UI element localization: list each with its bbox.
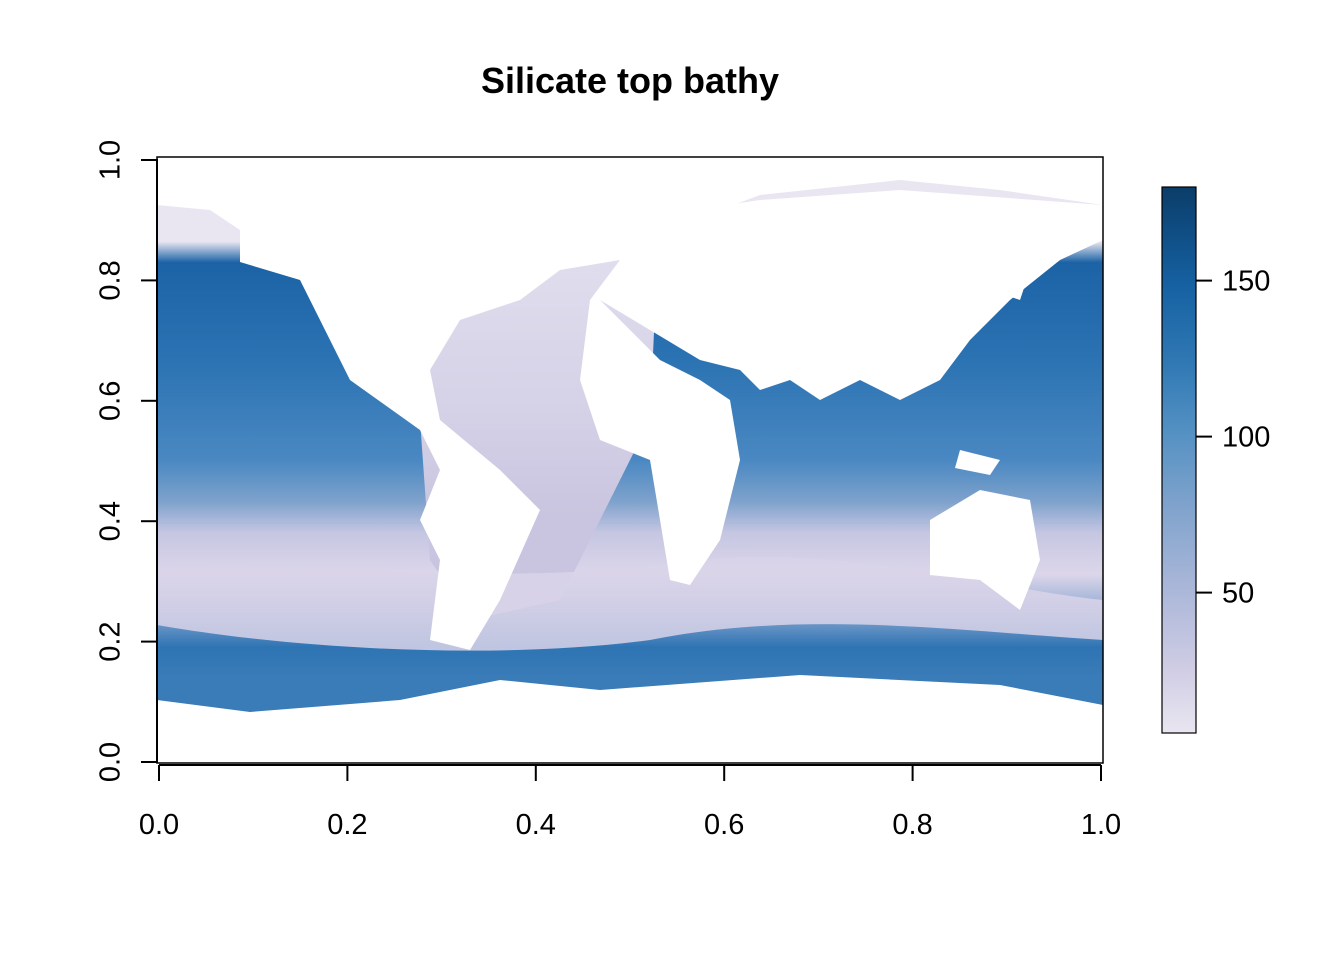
x-axis: 0.0 0.2 0.4 0.6 0.8 1.0 — [139, 764, 1121, 841]
colorbar-tick-label: 150 — [1222, 266, 1270, 298]
colorbar-tick-label: 100 — [1222, 422, 1270, 454]
chart-title: Silicate top bathy — [481, 60, 779, 101]
southern-band — [157, 556, 1103, 651]
y-tick-label: 1.0 — [95, 140, 127, 180]
y-tick-label: 0.0 — [95, 742, 127, 782]
heatmap-raster — [157, 157, 1103, 763]
colorbar-gradient — [1162, 187, 1196, 733]
y-tick-label: 0.8 — [95, 260, 127, 300]
land-mask — [157, 157, 1103, 763]
y-axis: 0.0 0.2 0.4 0.6 0.8 1.0 — [95, 140, 158, 782]
x-tick-label: 1.0 — [1081, 809, 1121, 841]
y-tick-label: 0.4 — [95, 501, 127, 541]
y-tick-label: 0.2 — [95, 621, 127, 661]
x-tick-label: 0.6 — [704, 809, 744, 841]
colorbar-tick-label: 50 — [1222, 578, 1254, 610]
colorbar-frame — [1161, 186, 1197, 734]
x-tick-label: 0.2 — [327, 809, 367, 841]
x-tick-label: 0.4 — [516, 809, 556, 841]
colorbar: 50 100 150 — [1161, 186, 1270, 734]
x-tick-label: 0.8 — [892, 809, 932, 841]
y-tick-label: 0.6 — [95, 381, 127, 421]
x-tick-label: 0.0 — [139, 809, 179, 841]
